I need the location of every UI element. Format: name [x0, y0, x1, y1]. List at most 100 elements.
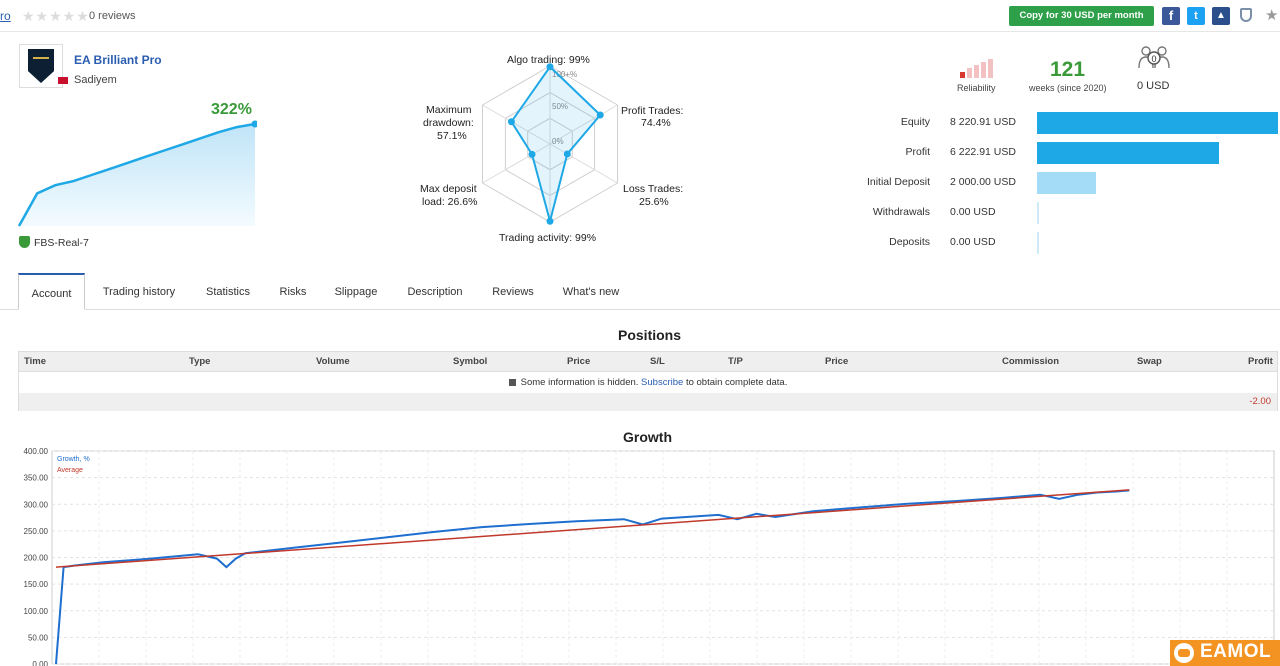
radar-label-algo: Algo trading: 99% [507, 54, 590, 66]
account-server[interactable]: FBS-Real-7 [34, 237, 89, 249]
eamol-logo-text: EAMOL [1200, 641, 1272, 662]
y-tick-label: 200.00 [24, 554, 49, 563]
column-header-price: Price [567, 356, 591, 367]
reviews-count[interactable]: 0 reviews [89, 10, 136, 22]
tab-reviews[interactable]: Reviews [492, 286, 534, 298]
subscribers-usd: 0 USD [1137, 80, 1170, 92]
ea-logo[interactable] [19, 44, 63, 88]
money-value: 6 222.91 USD [950, 146, 1016, 158]
radar-value-drawdown: 57.1% [437, 130, 467, 142]
positions-total-row: -2.00 [19, 393, 1277, 411]
radar-spoke [482, 104, 551, 145]
legend-entry-growth: Growth, % [57, 456, 90, 463]
growth-chart: 400.00 350.00 300.00 250.00 200.00 150.00 100.… [24, 447, 1275, 666]
rating-stars[interactable]: ★★★★★ [22, 8, 90, 24]
radar-spoke [482, 143, 551, 184]
positions-title: Positions [618, 327, 682, 343]
radar-value-loss: 25.6% [639, 196, 669, 208]
reliability-label: Reliability [957, 83, 996, 93]
y-tick-label: 250.00 [24, 527, 49, 536]
y-tick-label: 300.00 [24, 500, 49, 509]
money-label: Deposits [889, 236, 930, 248]
series-line-growth [55, 489, 1130, 665]
tab-whats-new[interactable]: What's new [562, 286, 620, 298]
radar-point-algo [546, 63, 554, 71]
radar-scale-label: 50% [552, 102, 568, 111]
y-tick-label: 350.00 [24, 474, 49, 483]
money-label: Equity [900, 116, 930, 128]
growth-percent: 322% [211, 101, 252, 118]
twitter-icon[interactable]: t [1187, 7, 1205, 25]
money-label: Profit [905, 146, 930, 158]
money-label: Withdrawals [872, 206, 930, 218]
subscribe-link[interactable]: Subscribe [641, 377, 684, 388]
column-header-sl: S/L [650, 356, 665, 367]
radar-value-polygon [510, 65, 602, 226]
column-header-symbol: Symbol [453, 356, 488, 367]
weeks-label: weeks (since 2020) [1029, 83, 1107, 93]
column-header-profit: Profit [1248, 356, 1273, 367]
graduation-cap-icon[interactable]: ▲ [1212, 7, 1230, 25]
shield-icon[interactable] [1240, 8, 1252, 22]
series-line-average [55, 489, 1130, 568]
shield-logo-icon [28, 49, 54, 83]
verified-shield-icon [19, 236, 30, 248]
positions-header-row: Time Type Volume Symbol Price S/L T/P Pr… [19, 352, 1277, 372]
money-label: Initial Deposit [866, 176, 930, 188]
money-value: 0.00 USD [950, 236, 996, 248]
money-bar [1037, 172, 1096, 194]
y-tick-label: 100.00 [24, 607, 49, 616]
column-header-tp: T/P [728, 356, 743, 367]
radar-point-drawdown [507, 118, 515, 126]
favorite-star-icon[interactable]: ★ [1265, 7, 1279, 24]
flag-icon [58, 77, 68, 84]
tab-slippage[interactable]: Slippage [334, 286, 378, 298]
tab-account[interactable]: Account [18, 273, 85, 310]
positions-total-profit: -2.00 [1249, 396, 1271, 407]
radar-point-deposit_load [528, 150, 536, 158]
y-tick-label: 150.00 [24, 580, 49, 589]
positions-table: Time Type Volume Symbol Price S/L T/P Pr… [18, 351, 1278, 411]
column-header-commission: Commission [1002, 356, 1060, 367]
breadcrumb-link[interactable]: ro [0, 9, 11, 23]
radar-point-profit [596, 111, 604, 119]
author-name[interactable]: Sadiyem [74, 74, 117, 86]
money-value: 2 000.00 USD [950, 176, 1016, 188]
column-header-time: Time [24, 356, 47, 367]
ea-name-link[interactable]: EA Brilliant Pro [74, 53, 162, 67]
column-header-close-price: Price [825, 356, 849, 367]
tab-bar: Account Trading history Statistics Risks… [0, 273, 1280, 310]
radar-value-profit: 74.4% [641, 117, 671, 129]
radar-label-deposit-load: Max deposit [420, 183, 477, 195]
mini-growth-line [17, 122, 256, 227]
radar-scale-label: 100+% [552, 70, 577, 79]
radar-scale-label: 0% [552, 137, 564, 146]
copy-subscribe-button[interactable]: Copy for 30 USD per month [1009, 6, 1154, 26]
column-header-swap: Swap [1137, 356, 1162, 367]
mini-growth-area [19, 124, 255, 226]
y-tick-label: 0.00 [32, 660, 48, 666]
reliability-bars-icon [960, 58, 1000, 78]
tab-statistics[interactable]: Statistics [205, 286, 250, 298]
lock-icon [508, 378, 516, 386]
mini-growth-endpoint [251, 120, 257, 128]
radar-value-deposit-load: load: 26.6% [422, 196, 478, 208]
tab-trading-history[interactable]: Trading history [102, 286, 176, 298]
subscribers-count: 0 [1151, 54, 1156, 64]
weeks-count: 121 [1050, 58, 1086, 81]
column-header-volume: Volume [316, 356, 350, 367]
radar-label-loss: Loss Trades: [623, 183, 684, 195]
tab-risks[interactable]: Risks [279, 286, 307, 298]
hidden-info-row: Some information is hidden. Subscribe to… [19, 373, 1277, 393]
top-bar: ro ★★★★★ 0 reviews Copy for 30 USD per m… [0, 0, 1280, 32]
facebook-icon[interactable]: f [1162, 7, 1180, 25]
mini-growth-chart [17, 120, 257, 227]
radar-point-loss [563, 150, 571, 158]
money-value: 8 220.91 USD [950, 116, 1016, 128]
eamol-logo: EAMOL [1170, 640, 1280, 666]
hidden-info-text: Some information is hidden. [520, 377, 639, 388]
radar-label-activity: Trading activity: 99% [499, 232, 597, 244]
y-tick-label: 400.00 [24, 447, 49, 456]
tab-description[interactable]: Description [407, 286, 463, 298]
money-bar [1037, 142, 1220, 164]
